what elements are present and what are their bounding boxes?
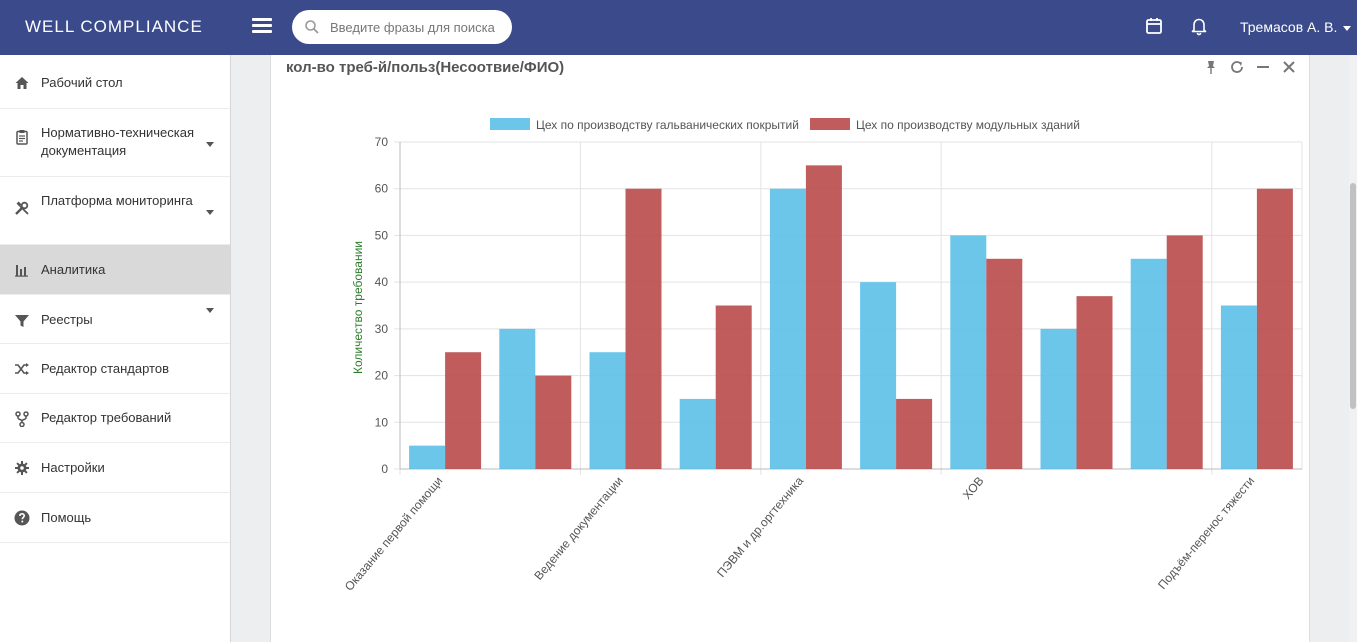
sidebar-item-label: Аналитика [41,262,106,277]
chevron-down-icon [206,142,214,147]
legend-label[interactable]: Цех по производству гальванических покры… [536,118,799,132]
bar[interactable] [499,328,536,469]
sidebar-item-label: Нормативно-техническая документация [41,125,195,158]
bar[interactable] [589,352,626,469]
bar[interactable] [1166,235,1203,469]
bar[interactable] [896,398,933,469]
gear-icon [15,461,29,475]
page-scrollbar[interactable] [1349,55,1357,642]
sidebar-item-registries[interactable]: Реестры [0,295,230,344]
brand-logo[interactable]: WELL COMPLIANCE [25,17,203,36]
sidebar-item-analytics[interactable]: Аналитика [0,245,230,295]
y-tick-label: 50 [375,228,389,242]
y-tick-label: 60 [375,182,389,196]
y-tick-label: 30 [375,322,389,336]
sidebar-item-label: Рабочий стол [41,75,123,90]
sidebar-item-desktop[interactable]: Рабочий стол [0,55,230,109]
sidebar-item-documentation[interactable]: Нормативно-техническая документация [0,109,230,177]
calendar-icon[interactable] [1144,16,1164,36]
sidebar: Рабочий стол Нормативно-техническая доку… [0,55,231,642]
search-input[interactable] [330,17,502,37]
y-tick-label: 10 [375,415,389,429]
tools-icon [15,201,29,215]
search-icon [305,20,319,34]
chevron-down-icon [1343,25,1352,31]
legend-swatch[interactable] [490,118,530,130]
bar[interactable] [1040,328,1077,469]
legend-swatch[interactable] [810,118,850,130]
y-tick-label: 20 [375,369,389,383]
chevron-down-icon [206,210,214,215]
home-icon [15,77,29,89]
x-tick-label: Ведение документации [531,474,625,583]
filter-icon [15,315,29,327]
sidebar-item-requirements-editor[interactable]: Редактор требований [0,394,230,443]
bar[interactable] [769,188,806,469]
refresh-icon[interactable] [1229,59,1245,75]
panel-title: кол-во треб-й/польз(Несоотвие/ФИО) [286,59,565,76]
legend-label[interactable]: Цех по производству модульных зданий [856,118,1080,132]
sidebar-item-settings[interactable]: Настройки [0,443,230,493]
x-tick-label: ПЭВМ и др.оргтехника [714,474,806,580]
chevron-down-icon [206,308,214,313]
bar[interactable] [715,305,752,470]
x-tick-label: Оказание первой помощи [342,474,446,594]
bar[interactable] [986,258,1023,469]
y-axis-label: Количество требовании [351,241,365,374]
bar[interactable] [860,282,897,469]
bar[interactable] [950,235,987,469]
bar[interactable] [1076,296,1113,469]
question-icon [14,510,30,526]
sidebar-item-monitoring[interactable]: Платформа мониторинга [0,177,230,245]
user-menu[interactable]: Тремасов А. В. [1240,19,1352,35]
scrollbar-thumb[interactable] [1350,183,1356,409]
sidebar-item-label: Редактор стандартов [41,361,169,376]
bar[interactable] [625,188,662,469]
bar[interactable] [1220,305,1257,470]
sidebar-item-label: Платформа мониторинга [41,193,193,208]
bell-icon[interactable] [1189,16,1209,36]
sidebar-item-label: Настройки [41,460,105,475]
sidebar-item-help[interactable]: Помощь [0,493,230,543]
bar[interactable] [1130,258,1167,469]
bar[interactable] [445,352,482,469]
search-box [292,10,512,44]
close-icon[interactable] [1281,59,1297,75]
y-tick-label: 0 [381,462,388,476]
bar[interactable] [679,398,716,469]
sidebar-item-label: Помощь [41,510,92,525]
sidebar-item-standards-editor[interactable]: Редактор стандартов [0,344,230,394]
sidebar-item-label: Редактор требований [41,410,172,425]
bar[interactable] [409,445,446,469]
shuffle-icon [15,363,29,375]
bar[interactable] [805,165,842,469]
clipboard-icon [16,130,28,145]
y-tick-label: 40 [375,275,389,289]
pin-icon[interactable] [1203,59,1219,75]
menu-icon[interactable] [252,16,272,36]
x-tick-label: Подъём-перенос тяжести [1155,474,1257,592]
sidebar-item-label: Реестры [41,312,93,327]
fork-icon [15,411,29,427]
x-tick-label: ХОВ [960,474,987,502]
bar-chart-icon [15,265,28,277]
minimize-icon[interactable] [1255,59,1271,75]
user-name: Тремасов А. В. [1240,19,1338,35]
bar[interactable] [535,375,572,469]
bar[interactable] [1256,188,1293,469]
bar-chart: 0 10 20 30 40 50 60 70 Оказание первой помощи Вед… [342,118,1303,594]
y-tick-label: 70 [375,135,389,149]
top-bar: WELL COMPLIANCE Тремасов А. В. [0,0,1357,55]
